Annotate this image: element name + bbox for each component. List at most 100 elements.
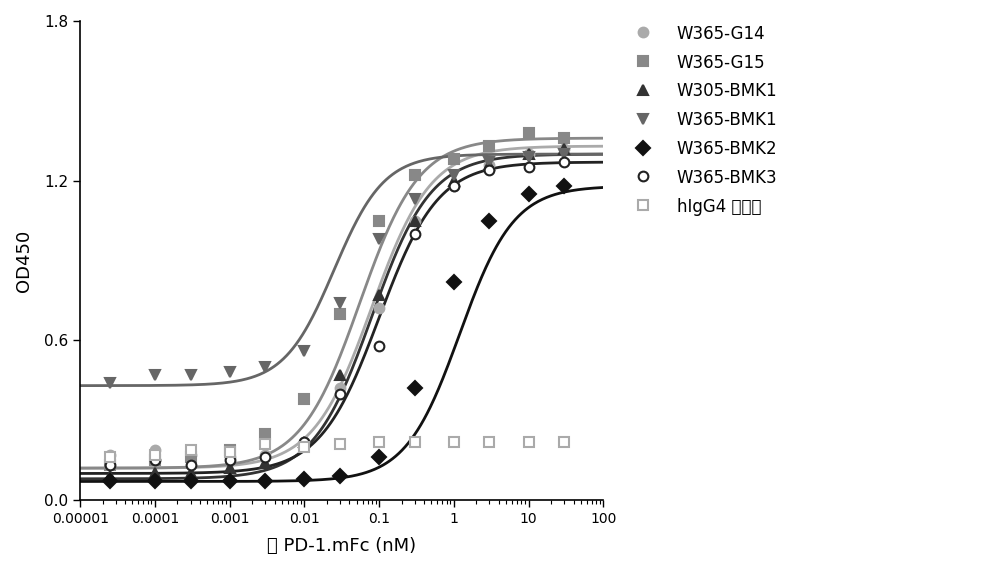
W365-BMK1 <box>409 196 421 203</box>
W365-G14 <box>483 161 495 168</box>
W365-BMK3 <box>149 457 161 463</box>
W305-BMK1 <box>448 177 460 184</box>
Line: W365-BMK2: W365-BMK2 <box>105 181 569 486</box>
W365-G14 <box>104 451 116 458</box>
W365-G14 <box>224 454 236 461</box>
Y-axis label: OD450: OD450 <box>15 229 33 292</box>
W365-BMK3 <box>448 182 460 189</box>
W365-G15 <box>334 310 346 317</box>
W365-BMK1 <box>334 300 346 307</box>
W365-BMK1 <box>523 153 535 160</box>
W365-BMK1 <box>149 372 161 378</box>
hIgG4 同种型 <box>409 438 421 445</box>
W365-G14 <box>558 145 570 152</box>
W365-G15 <box>448 156 460 163</box>
W305-BMK1 <box>483 161 495 168</box>
hIgG4 同种型 <box>334 441 346 447</box>
W365-BMK3 <box>373 343 385 349</box>
W365-G14 <box>409 217 421 224</box>
W365-BMK1 <box>373 236 385 243</box>
W365-G15 <box>149 457 161 463</box>
W365-G15 <box>185 454 197 461</box>
Legend: W365-G14, W365-G15, W305-BMK1, W365-BMK1, W365-BMK2, W365-BMK3, hIgG4 同种型: W365-G14, W365-G15, W305-BMK1, W365-BMK1… <box>617 20 782 221</box>
hIgG4 同种型 <box>185 446 197 453</box>
W365-G15 <box>409 172 421 179</box>
hIgG4 同种型 <box>149 451 161 458</box>
W365-G14 <box>448 182 460 189</box>
hIgG4 同种型 <box>558 438 570 445</box>
W365-BMK1 <box>185 372 197 378</box>
W305-BMK1 <box>104 473 116 479</box>
W365-BMK1 <box>224 369 236 376</box>
Line: W365-BMK1: W365-BMK1 <box>105 149 569 388</box>
Line: hIgG4 同种型: hIgG4 同种型 <box>105 437 569 462</box>
W365-BMK1 <box>448 172 460 179</box>
Line: W365-G15: W365-G15 <box>105 128 569 470</box>
W365-BMK2 <box>558 182 570 189</box>
hIgG4 同种型 <box>448 438 460 445</box>
hIgG4 同种型 <box>259 441 271 447</box>
W365-BMK3 <box>409 230 421 237</box>
W305-BMK1 <box>558 145 570 152</box>
W305-BMK1 <box>334 372 346 378</box>
W305-BMK1 <box>185 470 197 477</box>
W365-G14 <box>185 451 197 458</box>
hIgG4 同种型 <box>523 438 535 445</box>
W365-BMK3 <box>523 164 535 171</box>
W365-G14 <box>373 305 385 312</box>
W365-BMK2 <box>104 478 116 485</box>
W365-BMK3 <box>185 462 197 469</box>
hIgG4 同种型 <box>298 443 310 450</box>
W365-BMK2 <box>259 478 271 485</box>
W365-G15 <box>104 462 116 469</box>
W365-G15 <box>259 430 271 437</box>
W365-G14 <box>149 446 161 453</box>
W365-BMK1 <box>104 380 116 386</box>
W365-BMK2 <box>523 190 535 197</box>
hIgG4 同种型 <box>104 454 116 461</box>
W365-G15 <box>298 396 310 402</box>
W365-BMK3 <box>483 166 495 173</box>
Line: W365-BMK3: W365-BMK3 <box>105 157 569 470</box>
W305-BMK1 <box>224 465 236 471</box>
W365-BMK1 <box>558 150 570 157</box>
W365-BMK3 <box>224 457 236 463</box>
W365-BMK2 <box>409 385 421 392</box>
W365-BMK3 <box>334 390 346 397</box>
W365-BMK3 <box>104 462 116 469</box>
W365-G15 <box>523 129 535 136</box>
W365-BMK2 <box>149 478 161 485</box>
W305-BMK1 <box>298 438 310 445</box>
W365-BMK2 <box>185 478 197 485</box>
X-axis label: 人 PD-1.mFc (nM): 人 PD-1.mFc (nM) <box>267 537 416 555</box>
W365-G14 <box>334 385 346 392</box>
W365-BMK2 <box>483 217 495 224</box>
W305-BMK1 <box>523 150 535 157</box>
W305-BMK1 <box>259 459 271 466</box>
Line: W305-BMK1: W305-BMK1 <box>105 144 569 481</box>
W365-G14 <box>259 451 271 458</box>
W305-BMK1 <box>373 292 385 299</box>
W365-BMK3 <box>558 158 570 165</box>
W305-BMK1 <box>149 470 161 477</box>
W365-BMK2 <box>448 278 460 285</box>
W365-G15 <box>558 135 570 141</box>
W365-BMK1 <box>259 364 271 371</box>
W365-BMK2 <box>334 473 346 479</box>
W365-BMK3 <box>298 438 310 445</box>
W365-BMK2 <box>373 454 385 461</box>
hIgG4 同种型 <box>224 449 236 455</box>
W365-G15 <box>373 217 385 224</box>
hIgG4 同种型 <box>483 438 495 445</box>
W365-G14 <box>298 438 310 445</box>
hIgG4 同种型 <box>373 438 385 445</box>
W365-BMK2 <box>224 478 236 485</box>
W365-BMK3 <box>259 454 271 461</box>
W365-G15 <box>224 446 236 453</box>
W365-BMK1 <box>483 158 495 165</box>
W365-BMK2 <box>298 475 310 482</box>
W365-G14 <box>523 150 535 157</box>
W365-G15 <box>483 142 495 149</box>
W305-BMK1 <box>409 217 421 224</box>
Line: W365-G14: W365-G14 <box>105 144 569 462</box>
